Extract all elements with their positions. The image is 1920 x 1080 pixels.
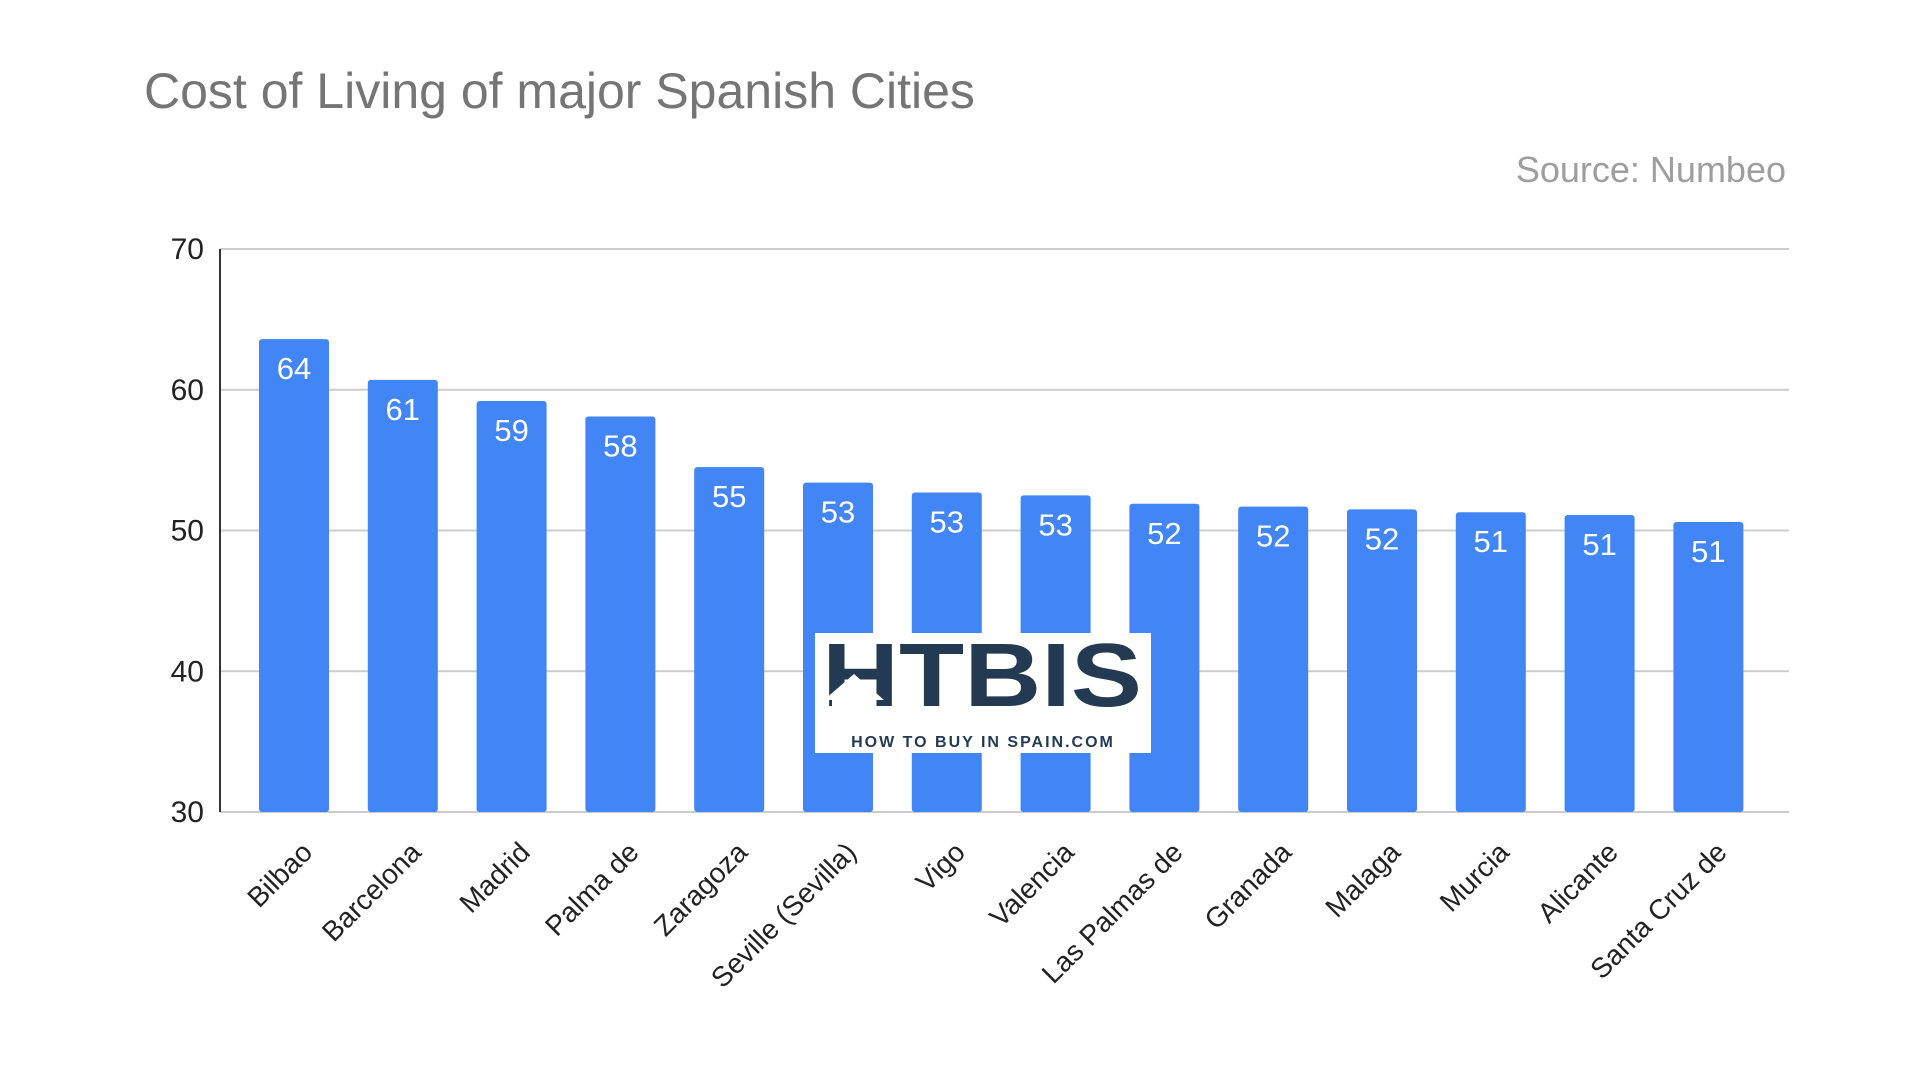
data-label: 52 <box>1147 516 1181 551</box>
house-icon <box>824 674 884 710</box>
watermark-logo: HTBIS HOW TO BUY IN SPAIN.COM <box>815 626 1151 753</box>
data-label: 64 <box>277 351 311 386</box>
y-tick-label: 70 <box>171 233 204 266</box>
data-label: 51 <box>1691 534 1725 569</box>
bar <box>1564 515 1635 812</box>
x-category-label: Palma de <box>539 836 645 942</box>
data-label: 51 <box>1474 524 1508 559</box>
data-label: 61 <box>386 392 420 427</box>
data-label: 52 <box>1256 519 1290 554</box>
x-category-label: Malaga <box>1319 836 1406 923</box>
data-label: 59 <box>494 413 528 448</box>
bar <box>1455 512 1526 812</box>
y-tick-label: 60 <box>171 374 204 407</box>
y-tick-label: 40 <box>171 655 204 688</box>
bar <box>476 401 547 812</box>
x-category-label: Granada <box>1198 836 1297 935</box>
data-label: 58 <box>603 428 637 463</box>
bar <box>585 416 656 812</box>
bar <box>367 379 438 812</box>
x-category-label: Zaragoza <box>648 836 754 942</box>
bar <box>1673 522 1744 812</box>
bar <box>259 339 329 812</box>
y-tick-label: 30 <box>171 796 204 829</box>
logo-text: HTBIS <box>822 626 1142 726</box>
logo-tagline: HOW TO BUY IN SPAIN.COM <box>851 734 1115 751</box>
data-label: 53 <box>930 504 964 539</box>
x-category-label: Madrid <box>453 836 535 918</box>
x-category-label: Bilbao <box>241 836 318 913</box>
x-category-label: Murcia <box>1434 836 1516 918</box>
bar <box>694 467 765 812</box>
x-category-label: Barcelona <box>316 836 427 947</box>
data-label: 51 <box>1582 527 1616 562</box>
data-label: 53 <box>1038 507 1072 542</box>
bar <box>1238 506 1309 812</box>
chart-title: Cost of Living of major Spanish Cities <box>144 63 975 119</box>
data-label: 53 <box>821 495 855 530</box>
x-category-label: Alicante <box>1531 836 1623 928</box>
x-category-label: Valencia <box>983 836 1080 933</box>
y-tick-label: 50 <box>171 515 204 548</box>
bar <box>1347 509 1417 812</box>
chart-source: Source: Numbeo <box>1516 149 1786 190</box>
data-label: 52 <box>1365 521 1399 556</box>
data-label: 55 <box>712 479 746 514</box>
x-category-label: Vigo <box>910 836 971 897</box>
